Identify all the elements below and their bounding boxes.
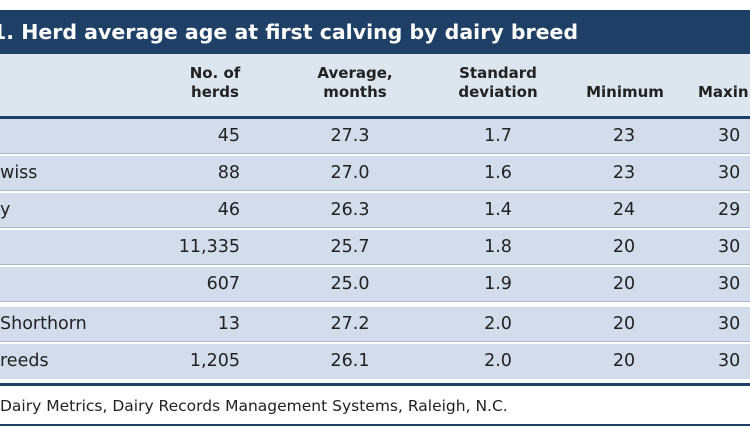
cell-max: 29 <box>718 200 741 220</box>
bottom-rule <box>0 383 750 386</box>
cell-breed: wiss <box>0 163 38 183</box>
cell-average: 27.3 <box>330 126 370 146</box>
cell-sd: 1.8 <box>484 237 512 257</box>
cell-max: 30 <box>718 237 741 257</box>
cell-herds: 88 <box>217 163 240 183</box>
header-sd-line2: deviation <box>458 83 538 101</box>
cell-average: 26.1 <box>330 351 370 371</box>
table-row: Shorthorn 13 27.2 2.0 20 30 <box>0 307 750 342</box>
cell-min: 23 <box>612 163 636 183</box>
cell-herds: 45 <box>217 126 240 146</box>
cell-average: 26.3 <box>330 200 370 220</box>
cell-breed: y <box>0 200 11 220</box>
cell-average: 27.0 <box>330 163 370 183</box>
header-max: Maxin <box>698 83 750 102</box>
cell-average: 27.2 <box>330 314 370 334</box>
table-title-bar: 1. Herd average age at first calving by … <box>0 10 750 54</box>
cell-herds: 13 <box>217 314 240 334</box>
table-row: 11,335 25.7 1.8 20 30 <box>0 230 750 265</box>
header-herds-line1: No. of <box>189 64 241 82</box>
header-herds: No. of herds <box>170 64 260 102</box>
cell-herds: 1,205 <box>189 351 240 371</box>
cell-average: 25.7 <box>330 237 370 257</box>
cell-max: 30 <box>718 163 741 183</box>
table-row: 45 27.3 1.7 23 30 <box>0 119 750 154</box>
header-herds-line2: herds <box>191 83 239 101</box>
cell-min: 20 <box>612 237 636 257</box>
header-max-line1: Maxin <box>698 83 749 101</box>
source-note: Dairy Metrics, Dairy Records Management … <box>0 397 508 415</box>
header-average-line2: months <box>323 83 387 101</box>
cell-sd: 2.0 <box>484 314 512 334</box>
cell-sd: 1.7 <box>484 126 512 146</box>
cell-sd: 1.4 <box>484 200 512 220</box>
footer-rule <box>0 424 750 426</box>
cell-max: 30 <box>718 351 741 371</box>
header-average-line1: Average, <box>317 64 393 82</box>
header-average: Average, months <box>300 64 410 102</box>
table-row: wiss 88 27.0 1.6 23 30 <box>0 156 750 191</box>
cell-herds: 46 <box>217 200 240 220</box>
cell-sd: 1.6 <box>484 163 512 183</box>
table-row: reeds 1,205 26.1 2.0 20 30 <box>0 344 750 379</box>
header-rule <box>0 116 750 119</box>
cell-min: 20 <box>612 314 636 334</box>
cell-min: 23 <box>612 126 636 146</box>
cell-average: 25.0 <box>330 274 370 294</box>
cell-min: 20 <box>612 351 636 371</box>
cell-min: 24 <box>612 200 636 220</box>
header-sd: Standard deviation <box>438 64 558 102</box>
table-row: 607 25.0 1.9 20 30 <box>0 267 750 302</box>
cell-max: 30 <box>718 126 741 146</box>
header-min: Minimum <box>570 83 680 102</box>
cell-herds: 607 <box>206 274 240 294</box>
header-min-line1: Minimum <box>586 83 664 101</box>
table-header-row: No. of herds Average, months Standard de… <box>0 54 750 116</box>
cell-min: 20 <box>612 274 636 294</box>
table-title: 1. Herd average age at first calving by … <box>0 20 579 44</box>
cell-herds: 11,335 <box>178 237 240 257</box>
table-row: y 46 26.3 1.4 24 29 <box>0 193 750 228</box>
cell-sd: 2.0 <box>484 351 512 371</box>
cell-breed: reeds <box>0 351 49 371</box>
cell-sd: 1.9 <box>484 274 512 294</box>
cell-max: 30 <box>718 314 741 334</box>
cell-max: 30 <box>718 274 741 294</box>
cell-breed: Shorthorn <box>0 314 87 334</box>
header-sd-line1: Standard <box>459 64 537 82</box>
